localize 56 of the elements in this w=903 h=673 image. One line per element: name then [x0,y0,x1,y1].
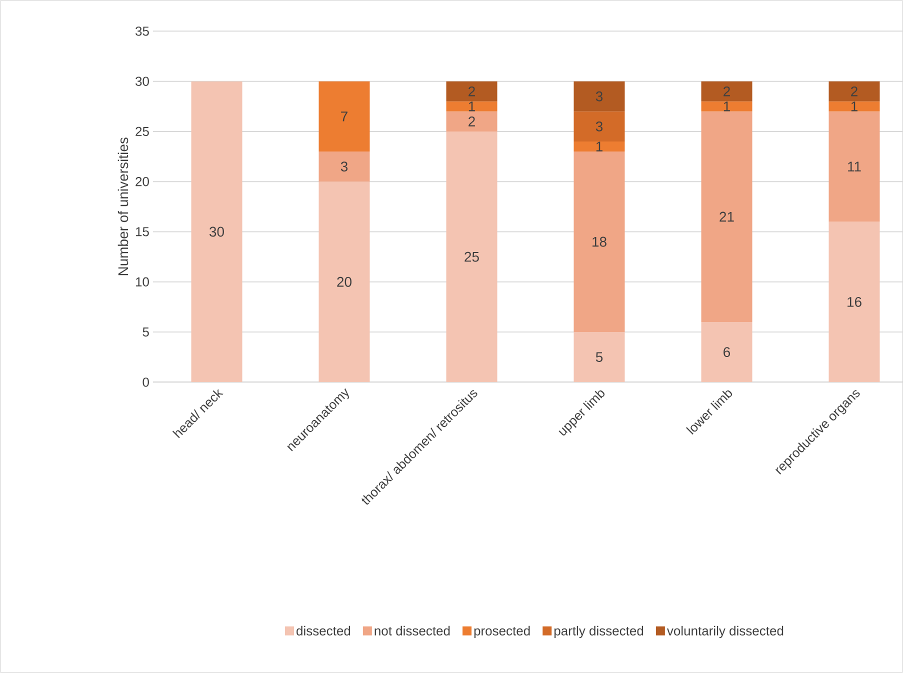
data-label: 2 [468,86,475,96]
legend-label: partly dissected [554,626,644,638]
legend-label: dissected [296,626,350,636]
data-label: 3 [596,121,603,132]
data-label: 1 [596,142,602,152]
y-tick-label: 20 [136,176,149,186]
y-tick-label: 30 [136,76,149,86]
legend-label: voluntarily dissected [666,626,784,638]
bar [318,81,370,152]
bar [574,81,625,112]
legend-label: prosected [474,626,530,638]
y-tick-label: 35 [136,26,149,36]
bar [701,111,752,322]
data-label: 7 [341,112,348,122]
y-tick-label: 0 [142,378,149,387]
data-label: 2 [851,86,858,96]
data-label: 2 [468,116,475,126]
bar [191,81,242,382]
bar [574,332,625,382]
data-label: 3 [340,162,348,172]
bar [574,141,625,152]
bar [828,101,880,112]
bar [574,152,625,332]
legend-label: not dissected [374,626,450,636]
bar [574,111,625,142]
data-label: 6 [724,347,730,358]
data-label: 2 [724,86,730,96]
data-label: 1 [468,102,475,112]
bar [318,182,370,382]
data-label: 21 [720,212,734,222]
y-tick-label: 25 [136,126,149,136]
data-label: 30 [210,226,224,237]
data-label: 1 [724,102,730,112]
y-tick-label: 5 [142,328,149,337]
bar [701,322,752,382]
bar [828,222,880,382]
y-tick-label: 10 [136,277,149,286]
bar [446,81,498,102]
bar [701,81,752,102]
bar [828,111,880,222]
data-label: 11 [848,162,861,172]
bar [446,111,498,132]
data-label: 18 [592,236,606,247]
y-axis-title: Number of universities [118,138,128,276]
bar [318,152,370,182]
data-label: 1 [851,102,858,112]
data-label: 20 [337,276,352,287]
bar [701,101,752,112]
bar [446,131,498,382]
bar [446,101,498,112]
data-label: 16 [848,296,862,307]
data-label: 5 [596,352,603,362]
data-label: 25 [464,252,479,262]
data-label: 3 [596,91,603,102]
bar [828,81,880,102]
y-tick-label: 15 [136,227,149,236]
